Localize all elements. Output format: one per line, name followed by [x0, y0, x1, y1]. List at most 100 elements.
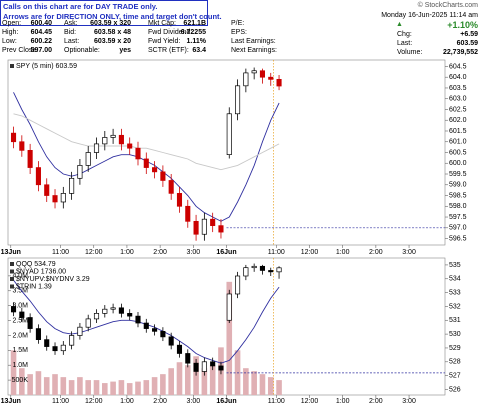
- volume-bar: [168, 368, 174, 395]
- quote-label: SCTR (ETF):: [148, 47, 189, 54]
- candle-body: [168, 180, 174, 194]
- volume-bar: [10, 350, 17, 395]
- y-tick-label: 598.5: [449, 192, 467, 199]
- y-tick-label: 531: [449, 317, 461, 324]
- stat-value: 22,739,552: [442, 49, 478, 56]
- x-tick-label: 11:00: [52, 398, 69, 405]
- x-tick-label: 3:00: [186, 249, 200, 256]
- quote-value: 604.45: [30, 29, 52, 36]
- x-tick-label: 3:00: [402, 398, 416, 405]
- moving-average: [13, 113, 280, 171]
- quote-value: 63.4: [192, 47, 206, 54]
- candle-body: [85, 152, 91, 166]
- legend-swatch: [10, 269, 14, 274]
- candle-body: [218, 225, 224, 233]
- volume-bar: [102, 383, 108, 395]
- quote-label: Low:: [2, 38, 17, 45]
- volume-bar: [151, 377, 158, 395]
- y-tick-label: 599.0: [449, 182, 467, 189]
- candle-body: [168, 336, 174, 346]
- volume-bar: [143, 380, 150, 395]
- candle-body: [127, 143, 133, 149]
- candle-body: [52, 346, 58, 352]
- x-tick-label: 13Jun: [1, 398, 21, 405]
- y-tick-label: 597.0: [449, 225, 467, 232]
- volume-bar: [193, 356, 199, 395]
- y-tick-label: 529: [449, 345, 461, 352]
- stat-label: Chg:: [397, 31, 412, 38]
- y-tick-label: 535: [449, 262, 461, 269]
- candle-body: [110, 134, 116, 138]
- x-tick-label: 16Jun: [216, 249, 236, 256]
- x-tick-label: 11:00: [268, 249, 285, 256]
- candle-body: [27, 149, 33, 168]
- candle-body: [268, 270, 274, 273]
- volume-bar: [226, 281, 233, 395]
- volume-tick-label: 2.0M: [12, 332, 28, 339]
- y-tick-label: 596.5: [449, 235, 467, 242]
- quote-value: 603.59 x 320: [90, 20, 131, 27]
- quote-label: Optionable:: [64, 47, 100, 54]
- candle-body: [160, 330, 166, 338]
- quote-value: 603.58 x 48: [94, 29, 131, 36]
- candle-body: [259, 70, 266, 78]
- candle-body: [102, 308, 108, 314]
- volume-bar: [251, 371, 257, 395]
- x-tick-label: 13Jun: [1, 249, 21, 256]
- x-tick-label: 12:00: [301, 249, 319, 256]
- volume-bar: [243, 368, 249, 395]
- candle-body: [143, 158, 149, 168]
- candle-body: [135, 147, 141, 160]
- up-arrow-icon: ▲: [396, 21, 403, 28]
- candle-body: [160, 171, 166, 181]
- x-tick-label: 2:00: [369, 398, 383, 405]
- candle-body: [226, 113, 232, 156]
- banner: Calls on this chart are for DAY TRADE on…: [0, 0, 222, 26]
- candle-body: [152, 167, 158, 173]
- volume-tick-label: 1.5M: [12, 347, 28, 354]
- candle-body: [93, 143, 100, 153]
- x-tick-label: 12:00: [85, 249, 103, 256]
- y-tick-label: 599.5: [449, 171, 467, 178]
- candle-body: [69, 177, 75, 194]
- candle-body: [10, 306, 17, 313]
- candle-body: [185, 205, 191, 222]
- volume-bar: [110, 381, 116, 395]
- volume-bar: [184, 365, 191, 395]
- candle-body: [235, 275, 241, 295]
- candle-body: [127, 313, 133, 317]
- change-percent: +1.10%: [447, 20, 478, 30]
- volume-bar: [19, 368, 25, 395]
- quote-label: Open:: [2, 20, 22, 27]
- volume-bar: [276, 380, 282, 395]
- volume-bar: [201, 368, 208, 395]
- y-tick-label: 532: [449, 303, 461, 310]
- candle-body: [60, 193, 66, 203]
- legend-entry: QQQ 534.79: [16, 261, 56, 268]
- x-tick-label: 1:00: [336, 398, 350, 405]
- candle-body: [110, 307, 116, 310]
- quote-value: 597.00: [30, 47, 52, 54]
- x-tick-label: 2:00: [153, 249, 167, 256]
- x-tick-label: 1:00: [336, 249, 350, 256]
- candle-body: [135, 315, 141, 324]
- legend-entry: $TRIN 1.39: [16, 283, 52, 290]
- quote-value: yes: [119, 47, 131, 54]
- x-tick-label: 2:00: [153, 398, 167, 405]
- y-tick-label: 527: [449, 372, 461, 379]
- legend-swatch: [10, 262, 14, 266]
- volume-tick-label: 500K: [12, 377, 29, 384]
- volume-bar: [60, 377, 67, 395]
- banner-line: Arrows are for DIRECTION ONLY, time and …: [3, 12, 222, 21]
- quote-value: 600.22: [30, 38, 52, 45]
- volume-bar: [135, 381, 141, 395]
- candle-body: [77, 165, 83, 179]
- volume-bar: [68, 380, 75, 395]
- x-tick-label: 1:00: [120, 398, 134, 405]
- quote-value: 600.40: [30, 20, 52, 27]
- y-tick-label: 534: [449, 276, 461, 283]
- y-tick-label: 602.0: [449, 117, 467, 124]
- y-tick-label: 603.0: [449, 96, 467, 103]
